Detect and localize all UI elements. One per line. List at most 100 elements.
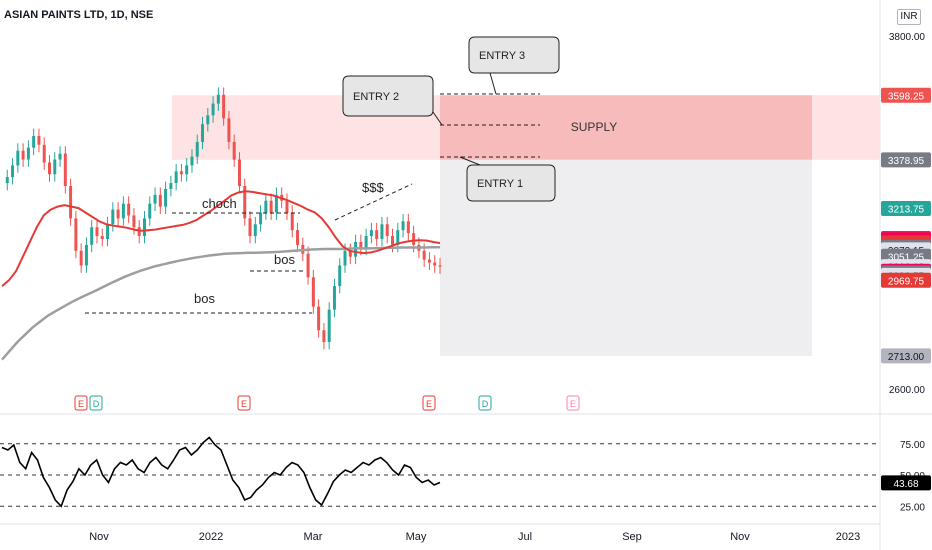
candle-body [327, 309, 331, 343]
candle-body [211, 103, 215, 116]
currency-badge[interactable]: INR [897, 9, 921, 25]
liquidity-label: $$$ [362, 180, 384, 195]
event-marker [74, 395, 88, 411]
choch-label: choch [202, 196, 237, 211]
candle-body [90, 227, 94, 245]
candle-body [100, 236, 104, 239]
candle-body [296, 230, 300, 245]
event-marker [566, 395, 580, 411]
event-label: E [78, 399, 84, 409]
candle-body [121, 203, 125, 219]
candle-body [84, 244, 88, 266]
candle-body [116, 209, 120, 219]
candle-body [37, 135, 41, 145]
candle-body [95, 227, 99, 237]
time-axis: Nov 2022 Mar May Jul Sep Nov 2023 [89, 531, 860, 543]
candle-body [195, 141, 199, 157]
candle-body [438, 265, 442, 267]
entry3-label: ENTRY 3 [479, 50, 525, 62]
candle-body [148, 203, 152, 219]
candle-body [385, 224, 389, 237]
candle-body [348, 250, 352, 257]
candle-body [259, 212, 263, 225]
candle-body [32, 135, 36, 148]
price-tick: 2600.00 [889, 385, 926, 396]
rsi-tick: 75.00 [900, 440, 925, 451]
candle-body [169, 183, 173, 189]
price-plot [1, 87, 442, 361]
rsi-tick: 25.00 [900, 502, 925, 513]
candle-body [58, 153, 62, 160]
candle-body [216, 94, 220, 104]
candle-body [422, 250, 426, 260]
candle-body [206, 115, 210, 125]
price-label: 3378.95 [888, 156, 925, 167]
time-tick: May [406, 531, 427, 543]
candle-body [42, 144, 46, 163]
candle-body [185, 165, 189, 175]
candle-body [369, 230, 373, 237]
candle-body [222, 94, 226, 119]
candle-body [21, 150, 25, 160]
candle-body [26, 147, 30, 160]
candle-body [285, 200, 289, 213]
candle-body [433, 262, 437, 266]
time-tick: 2022 [199, 531, 223, 543]
event-label: D [482, 399, 489, 409]
entry2-label: ENTRY 2 [353, 91, 399, 103]
candle-body [164, 188, 168, 207]
entry3-box [468, 36, 560, 74]
candle-body [243, 186, 247, 219]
candle-body [237, 159, 241, 187]
candle-body [174, 171, 178, 184]
event-marker [422, 395, 436, 411]
candle-body [232, 141, 236, 160]
chart-title: ASIAN PAINTS LTD, 1D, NSE [4, 9, 154, 21]
candle-body [412, 233, 416, 245]
candle-body [248, 218, 252, 237]
price-label-bg [881, 348, 931, 364]
price-label-bg [881, 87, 931, 103]
candle-body [401, 221, 405, 231]
price-label: 2713.00 [888, 352, 925, 363]
time-tick: Nov [730, 531, 750, 543]
price-label: 3598.25 [888, 91, 925, 102]
bos-label-1: bos [194, 291, 215, 306]
candle-body [338, 265, 342, 287]
candle-body [63, 153, 67, 187]
price-axis: 2600.003800.003598.253378.953213.753111.… [881, 32, 931, 396]
candle-body [227, 118, 231, 142]
entry1-pointer [459, 156, 481, 166]
entry2-box [342, 75, 434, 117]
entry1-box [466, 164, 556, 202]
candle-body [343, 250, 347, 266]
candle-body [11, 165, 15, 178]
candle-body [396, 230, 400, 245]
candle-body [190, 156, 194, 166]
rsi-last-label: 43.68 [893, 479, 918, 490]
entry3-pointer [489, 72, 497, 95]
candle-body [306, 253, 310, 278]
time-tick: Sep [622, 531, 642, 543]
event-label: E [426, 399, 432, 409]
price-label-bg [881, 200, 931, 216]
supply-zone [440, 95, 812, 160]
time-tick: Jul [518, 531, 532, 543]
candle-body [364, 236, 368, 248]
price-label: 3213.75 [888, 204, 925, 215]
bos-label-2: bos [274, 252, 295, 267]
candle-body [179, 171, 183, 175]
event-marker [237, 395, 251, 411]
entry2-pointer [432, 111, 443, 126]
candle-body [79, 250, 83, 266]
candle-body [269, 200, 273, 213]
candle-body [127, 203, 131, 216]
candle-body [16, 150, 20, 166]
candle-body [332, 286, 336, 310]
event-marker [89, 395, 103, 411]
price-label: 3051.25 [888, 252, 925, 263]
candle-body [47, 162, 51, 175]
